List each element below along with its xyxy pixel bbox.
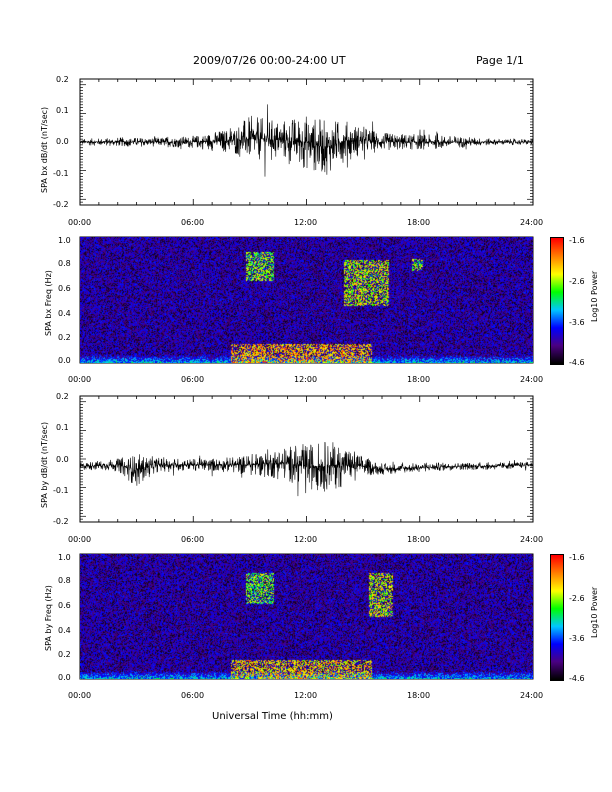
by-dbdt-ytick: -0.2: [53, 517, 69, 526]
by-freq-ytick: 0.8: [58, 576, 71, 585]
by-spectrogram: [80, 554, 533, 679]
bx-colorbar-tick: -3.6: [569, 318, 585, 327]
bx-freq-xtick: 24:00: [520, 375, 544, 384]
bx-freq-ylabel: SPA bx Freq (Hz): [44, 270, 53, 336]
by-freq-ytick: 1.0: [58, 553, 71, 562]
bx-dbdt-ytick: 0.0: [56, 137, 69, 146]
bx-colorbar: [550, 237, 564, 365]
by-dbdt-ytick: 0.1: [56, 423, 69, 432]
bx-freq-ytick: 0.4: [58, 309, 71, 318]
by-dbdt-xtick: 18:00: [407, 535, 431, 544]
bx-freq-xtick: 18:00: [407, 375, 431, 384]
by-freq-xtick: 00:00: [68, 691, 92, 700]
by-freq-xtick: 18:00: [407, 691, 431, 700]
by-freq-ytick: 0.2: [58, 650, 71, 659]
bx-colorbar-tick: -4.6: [569, 358, 585, 367]
by-colorbar-tick: -4.6: [569, 674, 585, 683]
page-number: Page 1/1: [476, 54, 524, 67]
by-freq-xtick: 12:00: [294, 691, 318, 700]
by-freq-ytick: 0.4: [58, 626, 71, 635]
bx-freq-xtick: 00:00: [68, 375, 92, 384]
by-dbdt-ytick: 0.0: [56, 455, 69, 464]
by-dbdt-xtick: 12:00: [294, 535, 318, 544]
bx-freq-ytick: 0.0: [58, 356, 71, 365]
by-colorbar-tick: -3.6: [569, 634, 585, 643]
page-title: 2009/07/26 00:00-24:00 UT: [193, 54, 346, 67]
bx-colorbar-label: Log10 Power: [590, 270, 599, 322]
by-dbdt-ytick: 0.2: [56, 392, 69, 401]
bx-dbdt-ytick: 0.2: [56, 75, 69, 84]
bx-dbdt-ytick: 0.1: [56, 106, 69, 115]
by-dbdt-xtick: 00:00: [68, 535, 92, 544]
bx-freq-ytick: 0.2: [58, 333, 71, 342]
by-freq-xtick: 24:00: [520, 691, 544, 700]
bx-freq-ytick: 0.8: [58, 259, 71, 268]
bx-freq-xtick: 06:00: [181, 375, 205, 384]
by-freq-xtick: 06:00: [181, 691, 205, 700]
bx-dbdt-xtick: 12:00: [294, 218, 318, 227]
by-freq-ylabel: SPA by Freq (Hz): [44, 585, 53, 651]
by-dbdt-ytick: -0.1: [53, 486, 69, 495]
by-freq-ytick: 0.0: [58, 673, 71, 682]
bx-dbdt-ytick: -0.2: [53, 200, 69, 209]
bx-freq-ytick: 1.0: [58, 236, 71, 245]
bx-dbdt-xtick: 18:00: [407, 218, 431, 227]
bx-freq-ytick: 0.6: [58, 284, 71, 293]
bx-dbdt-ytick: -0.1: [53, 169, 69, 178]
by-colorbar-tick: -2.6: [569, 594, 585, 603]
bx-dbdt-xtick: 06:00: [181, 218, 205, 227]
by-colorbar-label: Log10 Power: [590, 586, 599, 638]
bx-dbdt-ylabel: SPA bx dB/dt (nT/sec): [40, 106, 49, 193]
by-freq-ytick: 0.6: [58, 601, 71, 610]
signal-series-line: [79, 104, 534, 177]
by-dbdt-xtick: 06:00: [181, 535, 205, 544]
by-colorbar: [550, 554, 564, 681]
bx-spectrogram: [80, 237, 533, 363]
bx-colorbar-tick: -2.6: [569, 277, 585, 286]
bx-freq-xtick: 12:00: [294, 375, 318, 384]
signal-series-line: [79, 441, 534, 497]
by-dbdt-xtick: 24:00: [520, 535, 544, 544]
bx-dbdt-xtick: 00:00: [68, 218, 92, 227]
by-dbdt-ylabel: SPA by dB/dt (nT/sec): [40, 421, 49, 508]
x-axis-title: Universal Time (hh:mm): [212, 711, 333, 722]
bx-colorbar-tick: -1.6: [569, 236, 585, 245]
bx-dbdt-xtick: 24:00: [520, 218, 544, 227]
by-colorbar-tick: -1.6: [569, 553, 585, 562]
